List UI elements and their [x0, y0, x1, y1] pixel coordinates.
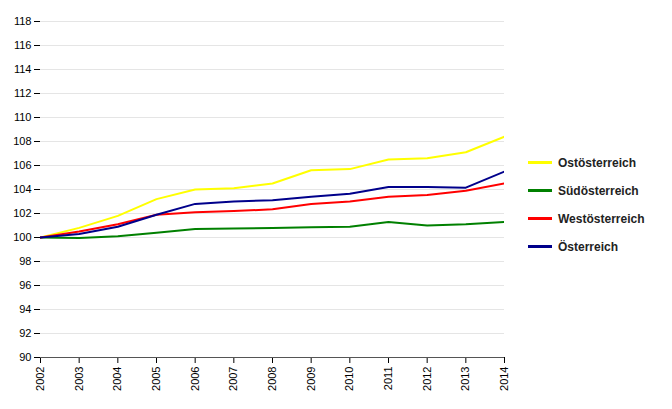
svg-text:118: 118	[14, 15, 32, 27]
svg-text:2007: 2007	[227, 366, 239, 390]
svg-text:2014: 2014	[498, 366, 510, 390]
svg-text:116: 116	[14, 39, 32, 51]
svg-text:2009: 2009	[305, 366, 317, 390]
svg-text:2012: 2012	[421, 366, 433, 390]
svg-text:94: 94	[19, 303, 31, 315]
svg-text:100: 100	[13, 231, 31, 243]
svg-text:2011: 2011	[382, 366, 394, 390]
svg-text:2013: 2013	[459, 366, 471, 390]
html-text:Südösterreich: Südösterreich	[558, 183, 639, 198]
svg-text:92: 92	[19, 327, 31, 339]
html-text:Österreich: Österreich	[558, 239, 618, 254]
svg-text:90: 90	[19, 351, 31, 363]
svg-text:2002: 2002	[34, 366, 46, 390]
svg-text:2006: 2006	[189, 366, 201, 390]
svg-text:104: 104	[13, 183, 31, 195]
html-text:Westösterreich: Westösterreich	[558, 211, 645, 226]
svg-text:96: 96	[19, 279, 31, 291]
svg-text:2005: 2005	[150, 366, 162, 390]
svg-text:108: 108	[13, 135, 31, 147]
svg-text:110: 110	[14, 111, 32, 123]
html-text:Ostösterreich: Ostösterreich	[558, 155, 636, 170]
svg-text:2010: 2010	[343, 366, 355, 390]
svg-text:2008: 2008	[266, 366, 278, 390]
svg-text:102: 102	[13, 207, 31, 219]
svg-text:106: 106	[13, 159, 31, 171]
svg-text:2004: 2004	[111, 366, 123, 390]
svg-text:114: 114	[14, 63, 32, 75]
svg-text:112: 112	[14, 87, 32, 99]
svg-text:98: 98	[19, 255, 31, 267]
svg-text:2003: 2003	[73, 366, 85, 390]
